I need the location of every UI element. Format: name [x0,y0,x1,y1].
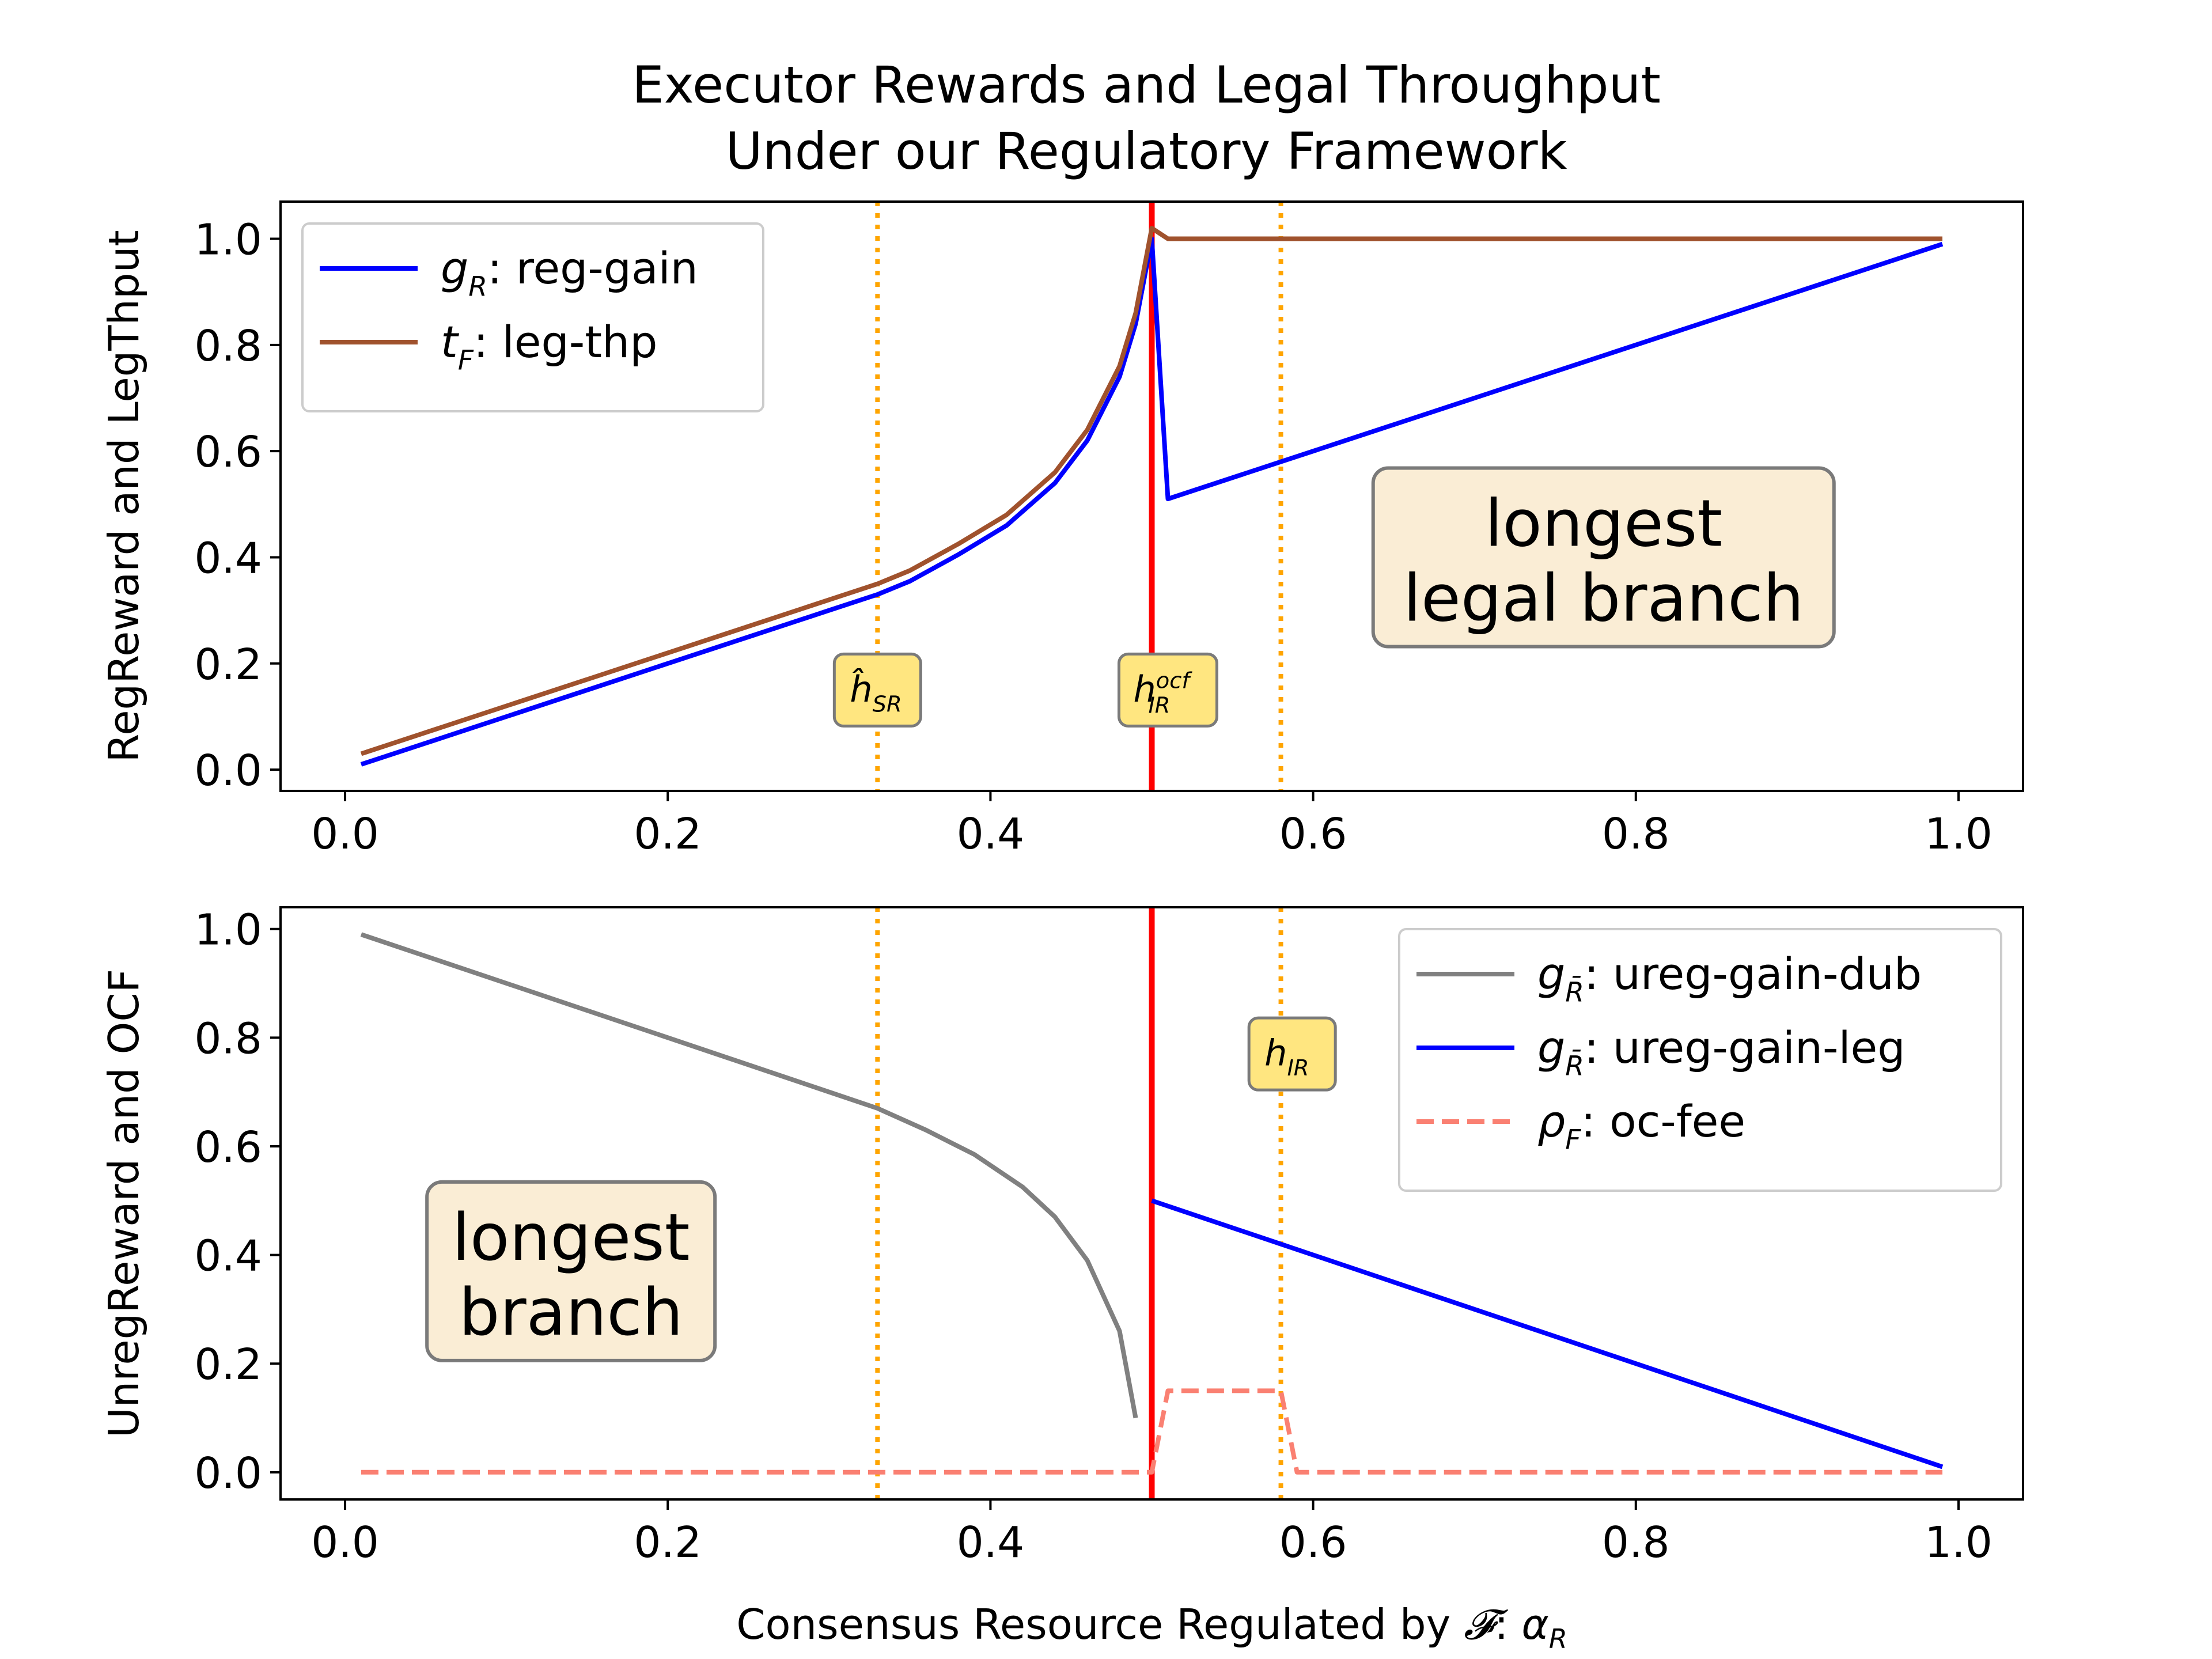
x-tick-label: 0.0 [311,809,379,859]
x-tick-label: 0.0 [311,1518,379,1567]
x-tick-label: 1.0 [1925,1518,1993,1567]
y-axis-label: RegReward and LegThput [100,230,148,762]
x-tick-label: 0.8 [1602,1518,1670,1567]
y-axis-label: UnregReward and OCF [100,969,148,1438]
y-tick-label: 0.2 [194,640,262,690]
chart-title-line1: Executor Rewards and Legal Throughput [632,55,1661,115]
legend-entry: gR: reg-gain [441,243,698,302]
x-tick-label: 0.8 [1602,809,1670,859]
y-tick-label: 1.0 [194,215,262,265]
x-tick-label: 0.4 [957,1518,1025,1567]
series-line-ureg-gain-leg [1151,1198,1944,1469]
x-tick-label: 1.0 [1925,809,1993,859]
legend-box [1398,928,2002,1192]
y-tick-label: 0.0 [194,746,262,796]
marker-box [1247,1016,1337,1092]
legend-entry: gR̄: ureg-gain-dub [1537,948,1922,1008]
y-tick-label: 0.8 [194,321,262,371]
axes-frame [279,200,2024,792]
marker-box [832,652,922,728]
bottom-subplot: 0.0 0.2 0.4 0.6 0.8 1.0 0.0 0.2 0.4 0.6 0.8 1.0 Unre… [100,906,2024,1654]
y-tick-label: 0.6 [194,427,262,477]
y-tick-label: 0.4 [194,533,262,583]
y-tick-label: 0.0 [194,1449,262,1498]
x-tick-label: 0.6 [1279,809,1347,859]
series-line-ureg-gain-dub [360,932,1138,1419]
series-line-reg-gain [360,236,1944,767]
x-axis-label: Consensus Resource Regulated by 𝓕: αR [736,1600,1567,1654]
region-box [425,1180,717,1362]
series-line-oc-fee [361,1388,1942,1475]
x-tick-label: 0.2 [634,809,702,859]
y-tick-label: 0.8 [194,1014,262,1063]
legend-entry: tF: leg-thp [441,316,657,376]
legend-entry: gR̄: ureg-gain-leg [1537,1022,1906,1082]
legend-entry: ρF: oc-fee [1537,1096,1745,1156]
y-tick-label: 0.2 [194,1340,262,1389]
region-label-line2: legal branch [1403,561,1804,636]
x-tick-label: 0.4 [957,809,1025,859]
chart-title-line2: Under our Regulatory Framework [725,122,1567,181]
top-subplot: 0.0 0.2 0.4 0.6 0.8 1.0 0.0 0.2 0.4 0.6 0.8 1.0 RegR… [100,200,2024,859]
region-label-line1: longest [1484,486,1722,561]
axes-frame [279,906,2024,1501]
y-tick-label: 1.0 [194,906,262,955]
region-box [1371,466,1836,649]
marker-label: hocf IR [1134,668,1193,718]
region-label-line2: branch [459,1275,683,1350]
marker-label: ĥSR [850,668,902,717]
marker-label: hIR [1264,1032,1309,1081]
y-tick-label: 0.6 [194,1123,262,1172]
series-line-leg-thp [360,226,1942,756]
x-tick-label: 0.2 [634,1518,702,1567]
y-tick-label: 0.4 [194,1232,262,1281]
region-label-line1: longest [452,1200,690,1275]
marker-box [1118,652,1219,728]
x-tick-label: 0.6 [1279,1518,1347,1567]
